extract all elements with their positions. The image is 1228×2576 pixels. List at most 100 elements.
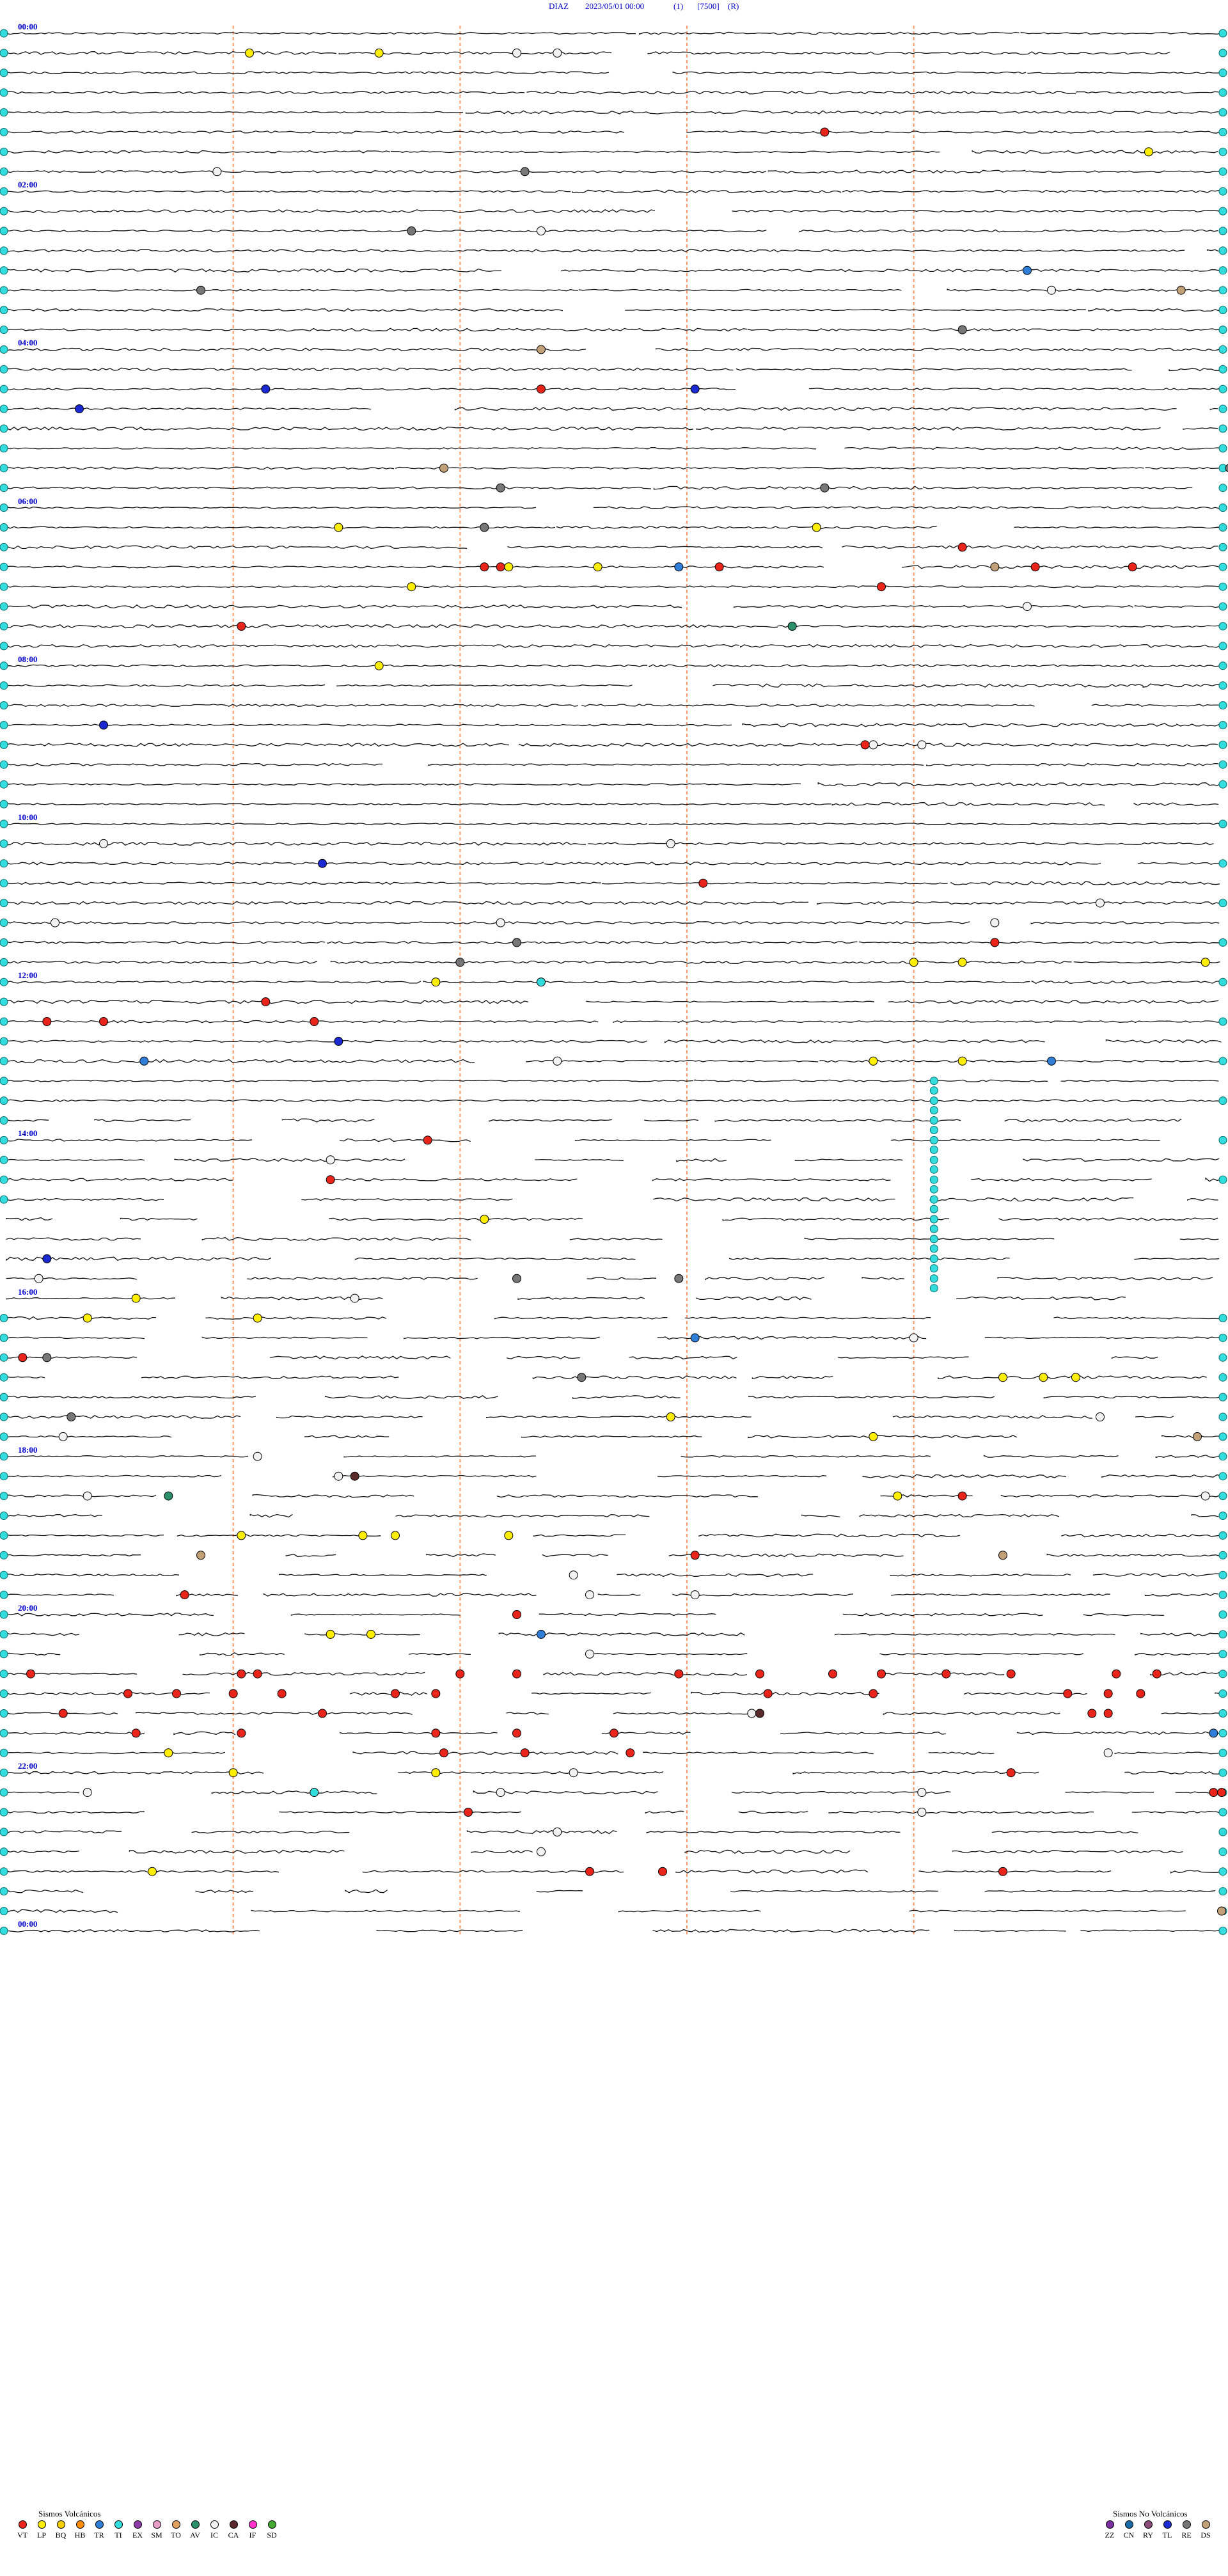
event-marker-vt xyxy=(658,1867,667,1876)
event-marker-lp xyxy=(504,562,514,572)
event-marker-re xyxy=(480,523,489,532)
seismic-trace xyxy=(6,1573,1220,1577)
trace-row xyxy=(6,1455,1222,1458)
trace-row xyxy=(6,1790,1222,1795)
row-marker xyxy=(0,1393,8,1402)
ti-marker xyxy=(929,1274,938,1283)
event-marker-ic xyxy=(1103,1748,1113,1758)
event-marker-lp xyxy=(812,523,821,532)
seismic-trace xyxy=(6,446,1221,450)
seismic-trace xyxy=(6,308,1220,312)
row-marker xyxy=(0,1531,8,1540)
hour-label: 14:00 xyxy=(18,1128,38,1139)
trace-row xyxy=(6,862,1219,865)
trace-row xyxy=(6,1158,1220,1162)
legend-swatch xyxy=(1124,2520,1133,2529)
trace-row xyxy=(6,525,1222,530)
trace-row xyxy=(6,644,1220,649)
event-marker-ic xyxy=(496,1788,505,1798)
legend-swatch xyxy=(75,2520,84,2529)
event-marker-ti xyxy=(537,977,546,987)
row-marker xyxy=(0,464,8,473)
legend-code: TR xyxy=(94,2531,104,2540)
row-marker xyxy=(1218,128,1227,136)
seismic-trace xyxy=(6,1513,1219,1518)
event-marker-vt xyxy=(1030,562,1040,572)
legend-swatch xyxy=(210,2520,219,2529)
event-marker-ic xyxy=(747,1709,757,1718)
seismic-trace xyxy=(6,1711,1220,1716)
row-marker xyxy=(0,187,8,196)
event-marker-re xyxy=(455,958,465,967)
event-marker-lp xyxy=(148,1867,157,1876)
event-marker-vt xyxy=(496,562,505,572)
event-marker-ic xyxy=(537,226,546,235)
row-marker xyxy=(0,266,8,275)
ti-marker xyxy=(929,1215,938,1224)
event-marker-ds xyxy=(1176,285,1186,295)
seismic-trace xyxy=(6,367,1220,372)
row-marker xyxy=(1218,760,1227,769)
legend-item-sm: SM xyxy=(147,2520,166,2540)
scale-label: [7500] xyxy=(697,1,720,11)
legend-item-tl: TL xyxy=(1158,2520,1177,2540)
ti-marker xyxy=(929,1155,938,1164)
event-marker-av xyxy=(787,622,797,631)
event-marker-lp xyxy=(869,1056,878,1066)
row-marker xyxy=(0,365,8,374)
hour-label: 18:00 xyxy=(18,1444,38,1455)
row-marker xyxy=(0,1333,8,1342)
trace-row xyxy=(6,1869,1221,1874)
event-marker-re xyxy=(820,483,830,493)
row-marker xyxy=(1218,266,1227,275)
row-marker xyxy=(0,167,8,176)
trace-row xyxy=(6,1671,1220,1676)
seismic-trace xyxy=(6,683,1220,688)
row-marker xyxy=(0,1867,8,1876)
seismic-trace xyxy=(6,229,1218,233)
row-marker xyxy=(0,839,8,848)
event-marker-lp xyxy=(504,1531,514,1540)
event-marker-re xyxy=(496,483,505,493)
event-marker-vt xyxy=(253,1669,262,1679)
seismic-trace xyxy=(6,1869,1221,1874)
legend-code: EX xyxy=(132,2531,143,2540)
ti-marker xyxy=(929,1235,938,1244)
trace-row xyxy=(6,664,1219,668)
seismic-trace xyxy=(6,1849,1183,1854)
event-marker-ic xyxy=(990,918,1000,928)
legend-item-to: TO xyxy=(166,2520,185,2540)
row-marker xyxy=(0,49,8,58)
row-marker xyxy=(0,721,8,729)
row-marker xyxy=(1218,345,1227,354)
event-marker-re xyxy=(67,1412,76,1421)
row-marker xyxy=(0,1926,8,1935)
row-marker xyxy=(1218,977,1227,986)
legend-swatch xyxy=(56,2520,65,2529)
legend-code: IF xyxy=(249,2531,256,2540)
event-marker-vt xyxy=(58,1709,68,1718)
row-marker xyxy=(0,1472,8,1481)
helicorder-plot xyxy=(0,26,1228,1935)
event-marker-ic xyxy=(553,48,562,58)
event-marker-ca xyxy=(755,1709,764,1718)
row-marker xyxy=(0,523,8,532)
trace-row xyxy=(6,347,1220,352)
event-marker-lp xyxy=(893,1491,902,1501)
legend-swatch xyxy=(114,2520,123,2529)
event-marker-ic xyxy=(553,1056,562,1066)
legend-item-lp: LP xyxy=(32,2520,51,2540)
legend-item-cn: CN xyxy=(1119,2520,1138,2540)
event-marker-vt xyxy=(318,1709,327,1718)
event-marker-lp xyxy=(358,1531,368,1540)
event-marker-ic xyxy=(917,1808,927,1817)
event-marker-ca xyxy=(350,1471,359,1481)
trace-row xyxy=(6,71,1220,75)
row-marker xyxy=(0,1670,8,1679)
legend-code: ZZ xyxy=(1105,2531,1115,2540)
event-marker-re xyxy=(196,285,205,295)
channel-label: (1) xyxy=(673,1,684,11)
trace-row xyxy=(6,881,1220,886)
event-marker-vt xyxy=(1087,1709,1097,1718)
event-marker-vt xyxy=(228,1689,238,1698)
